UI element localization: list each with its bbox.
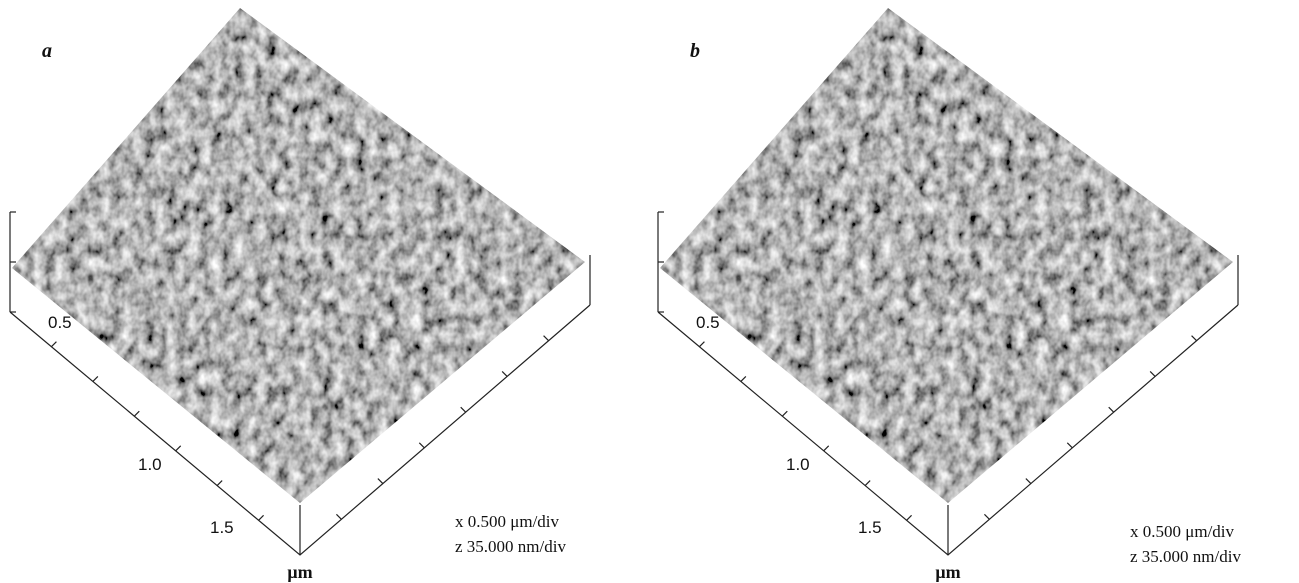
surface [12, 8, 585, 503]
tick [1191, 335, 1197, 342]
tick-label: 1.0 [786, 455, 810, 474]
scale-text: x 0.500 μm/div [1130, 522, 1235, 541]
tick-label: 1.5 [858, 518, 882, 537]
tick [699, 341, 705, 348]
tick [1108, 406, 1115, 413]
tick [460, 406, 467, 413]
tick [1066, 442, 1073, 449]
tick-label: 0.5 [696, 313, 720, 332]
tick [543, 335, 549, 342]
tick [216, 480, 223, 486]
tick [133, 410, 140, 417]
tick [906, 514, 912, 521]
tick-label: 1.0 [138, 455, 162, 474]
tick [984, 513, 990, 520]
unit-label: μm [287, 562, 312, 582]
tick [175, 445, 182, 452]
tick [92, 376, 99, 382]
panel: a 0.5 1.0 1.5 μm x 0.500 μm/div z 35.000 nm/di… [9, 8, 591, 582]
tick [781, 410, 788, 417]
tick [418, 442, 425, 449]
tick [1025, 478, 1032, 484]
tick [740, 376, 747, 382]
panel-label: a [42, 40, 52, 62]
tick [51, 341, 57, 348]
tick-label: 1.5 [210, 518, 234, 537]
tick [864, 480, 871, 486]
scale-text: x 0.500 μm/div [455, 512, 560, 531]
tick [377, 478, 384, 484]
surface [660, 8, 1233, 503]
tick [336, 513, 342, 520]
tick [823, 445, 830, 452]
panel: b 0.5 1.0 1.5 μm x 0.500 μm/div z 35.000 nm/di… [657, 8, 1241, 582]
tick [1149, 371, 1156, 377]
tick [258, 514, 264, 521]
tick-label: 0.5 [48, 313, 72, 332]
unit-label: μm [935, 562, 960, 582]
scale-text: z 35.000 nm/div [1130, 547, 1241, 566]
panel-label: b [690, 40, 700, 62]
tick [501, 371, 508, 377]
scale-text: z 35.000 nm/div [455, 537, 566, 556]
